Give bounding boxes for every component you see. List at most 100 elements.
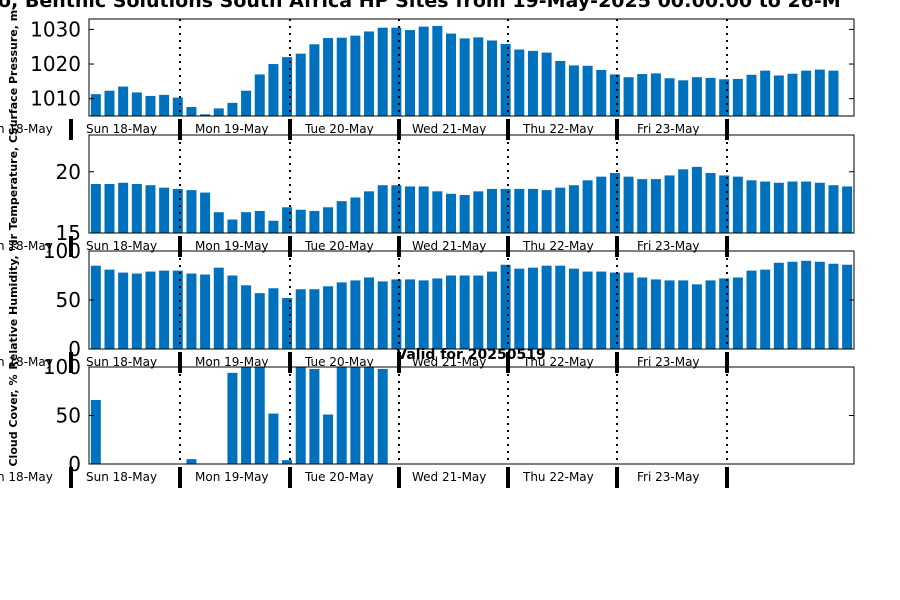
bar — [418, 26, 429, 116]
bar — [842, 186, 853, 233]
bar — [445, 33, 456, 116]
bar — [596, 176, 607, 233]
bar — [309, 210, 320, 233]
bar — [200, 274, 211, 349]
bar — [254, 293, 265, 349]
day-label: Fri 23-May — [637, 470, 700, 484]
bar — [159, 94, 170, 116]
day-label: Thu 22-May — [522, 355, 594, 369]
bar — [432, 25, 443, 116]
bar — [268, 220, 279, 233]
bar — [104, 90, 115, 116]
bar — [760, 181, 771, 233]
bar — [254, 367, 265, 464]
day-label: Tue 20-May — [304, 239, 374, 253]
bar — [541, 265, 552, 349]
day-label: Wed 21-May — [412, 355, 486, 369]
bar — [145, 185, 156, 233]
bar — [609, 272, 620, 349]
y-axis-label: ir Temperature, C — [7, 135, 20, 243]
bar — [445, 193, 456, 233]
bar — [459, 38, 470, 116]
bar — [746, 74, 757, 116]
bar — [391, 279, 402, 349]
bar — [172, 188, 183, 233]
bar — [814, 182, 825, 233]
chart-title: o, Benthic Solutions South Africa HP Sit… — [0, 0, 841, 12]
day-label: Fri 23-May — [637, 239, 700, 253]
panel-2: 15 20 ir Temperature, Cn 18-May Sun 18-May M… — [0, 134, 855, 257]
day-label: Fri 23-May — [637, 122, 700, 136]
bar — [295, 289, 306, 349]
bar — [254, 210, 265, 233]
day-label: Mon 19-May — [195, 355, 269, 369]
day-label: Sun 18-May — [86, 122, 157, 136]
bar — [541, 52, 552, 116]
bar — [828, 263, 839, 349]
bar — [568, 65, 579, 116]
bar — [268, 413, 279, 464]
bar — [268, 288, 279, 349]
bar — [405, 279, 416, 349]
bar — [596, 271, 607, 349]
bar — [186, 190, 197, 234]
bar — [609, 74, 620, 116]
bar — [405, 186, 416, 233]
bar — [637, 74, 648, 116]
bar — [623, 272, 634, 349]
day-label: Tue 20-May — [304, 122, 374, 136]
bar — [118, 272, 129, 349]
day-label: Wed 21-May — [412, 470, 486, 484]
bar — [719, 79, 730, 116]
bar — [213, 212, 224, 233]
y-axis-label: Surface Pressure, m — [7, 10, 20, 135]
bar — [801, 70, 812, 116]
day-label: Mon 19-May — [195, 470, 269, 484]
bar — [131, 273, 142, 349]
bar — [227, 219, 238, 233]
bar — [377, 27, 388, 116]
bar — [732, 78, 743, 116]
bar — [760, 70, 771, 116]
bar — [828, 185, 839, 233]
bar — [582, 180, 593, 233]
bar — [241, 212, 252, 233]
bar — [309, 289, 320, 349]
bar — [295, 209, 306, 233]
bar — [541, 190, 552, 234]
bar — [787, 181, 798, 233]
bar — [295, 367, 306, 464]
panel-1: 1010 1020 1030 Surface Pressure, mn 18-May S… — [0, 10, 855, 140]
bar — [350, 35, 361, 116]
bar — [364, 367, 375, 464]
bar — [678, 80, 689, 116]
day-label: n 18-May — [0, 122, 53, 136]
bar — [555, 60, 566, 116]
bar — [90, 184, 101, 233]
bar — [131, 184, 142, 233]
bar — [650, 73, 661, 116]
bar — [746, 180, 757, 233]
chart-subtitle: Valid for 20250519 — [396, 347, 545, 363]
bar — [254, 74, 265, 116]
bar — [350, 367, 361, 464]
day-label: Wed 21-May — [412, 122, 486, 136]
bar — [828, 70, 839, 116]
bar — [336, 367, 347, 464]
bar — [500, 264, 511, 349]
bar — [227, 275, 238, 349]
bar — [145, 95, 156, 116]
bar — [650, 279, 661, 349]
bar — [90, 399, 101, 464]
day-label: Thu 22-May — [522, 122, 594, 136]
y-axis-label: Relative Humidity, % — [7, 240, 20, 369]
day-label: n 18-May — [0, 239, 53, 253]
bar — [391, 185, 402, 233]
bar — [623, 176, 634, 233]
bar — [746, 270, 757, 349]
bar — [555, 187, 566, 233]
bar — [323, 414, 334, 464]
bar — [568, 268, 579, 349]
bar — [323, 207, 334, 233]
